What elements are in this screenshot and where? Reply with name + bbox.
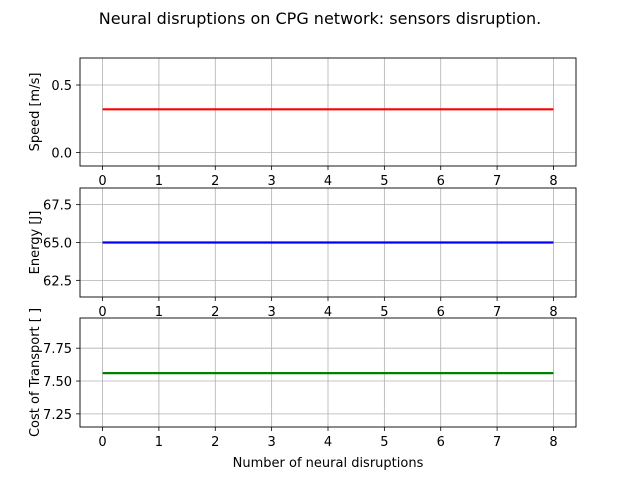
- x-tick-label: 6: [437, 435, 445, 450]
- y-axis-label: Cost of Transport [ ]: [28, 308, 43, 437]
- x-tick-label: 6: [437, 174, 445, 189]
- x-tick-label: 2: [211, 305, 219, 320]
- x-tick-label: 2: [211, 174, 219, 189]
- x-tick-label: 1: [155, 174, 163, 189]
- y-tick-label: 62.5: [43, 274, 72, 289]
- x-tick-label: 1: [155, 435, 163, 450]
- figure-title: Neural disruptions on CPG network: senso…: [99, 9, 542, 28]
- x-tick-label: 3: [267, 435, 275, 450]
- y-tick-label: 7.25: [43, 408, 72, 423]
- y-tick-label: 7.50: [43, 375, 72, 390]
- x-tick-label: 3: [267, 174, 275, 189]
- x-tick-label: 0: [98, 435, 106, 450]
- y-tick-label: 65.0: [43, 237, 72, 252]
- x-tick-label: 6: [437, 305, 445, 320]
- y-tick-label: 7.75: [43, 342, 72, 357]
- y-tick-label: 0.5: [51, 79, 72, 94]
- x-tick-label: 4: [324, 305, 332, 320]
- x-tick-label: 4: [324, 174, 332, 189]
- x-axis-label: Number of neural disruptions: [233, 456, 424, 471]
- subplots: 0 1 2 3 4 5 6 7 8 0.0 0.5 Speed [m/s] 0 1 2 3 4 5 6 7 8 62.5 6…: [28, 57, 577, 450]
- x-tick-label: 2: [211, 435, 219, 450]
- x-tick-label: 7: [493, 435, 501, 450]
- x-tick-label: 5: [380, 305, 388, 320]
- y-tick-label: 0.0: [51, 147, 72, 162]
- y-axis-label: Speed [m/s]: [28, 73, 43, 152]
- x-tick-label: 5: [380, 174, 388, 189]
- x-tick-label: 8: [549, 174, 557, 189]
- x-tick-label: 0: [98, 174, 106, 189]
- x-tick-label: 8: [549, 435, 557, 450]
- x-tick-label: 1: [155, 305, 163, 320]
- y-axis-label: Energy [J]: [28, 211, 43, 275]
- y-tick-label: 67.5: [43, 199, 72, 214]
- x-tick-label: 0: [98, 305, 106, 320]
- x-tick-label: 7: [493, 305, 501, 320]
- subplot-speed-m-s: 0 1 2 3 4 5 6 7 8 0.0 0.5 Speed [m/s]: [28, 57, 577, 189]
- x-tick-label: 4: [324, 435, 332, 450]
- x-tick-label: 3: [267, 305, 275, 320]
- x-tick-label: 7: [493, 174, 501, 189]
- x-tick-label: 5: [380, 435, 388, 450]
- x-tick-label: 8: [549, 305, 557, 320]
